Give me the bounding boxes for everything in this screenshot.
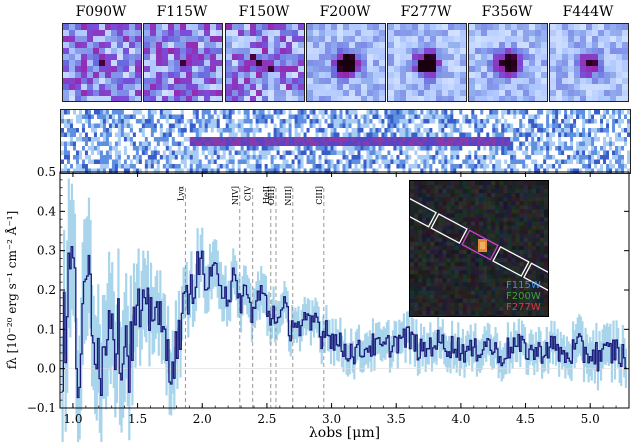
y-tick-label: 0.5	[37, 165, 56, 179]
slitlet	[410, 196, 437, 228]
filter-label-f115w: F115W	[156, 4, 208, 20]
slitlet	[523, 262, 548, 294]
emission-line-label: Lyα	[176, 185, 185, 201]
inset-legend-f277w: F277W	[506, 302, 541, 313]
2d-spectrum-image	[60, 109, 631, 174]
slitlet-outlines	[410, 196, 548, 294]
slitlet	[430, 213, 468, 245]
y-axis-label: fλ [10⁻²⁰ erg s⁻¹ cm⁻² Å⁻¹]	[4, 211, 19, 370]
stamp-f200w	[306, 23, 386, 102]
emission-line-label: OIII]	[267, 186, 276, 205]
filter-label-f444w: F444W	[562, 4, 614, 20]
y-tick-label: 0.1	[37, 322, 56, 336]
emission-line-label: NIII]	[284, 186, 293, 206]
x-tick-label: 4.5	[516, 412, 535, 426]
filter-label-f090w: F090W	[75, 4, 127, 20]
emission-line-label: HeII	[262, 186, 271, 204]
emission-line-label: NIV]	[231, 186, 240, 205]
x-tick-label: 4.0	[451, 412, 470, 426]
spectrum-line	[61, 246, 627, 399]
inset-canvas	[410, 181, 548, 316]
inset-legend-f115w: F115W	[506, 280, 541, 291]
x-tick-label: 1.5	[128, 412, 147, 426]
y-tick-label: 0.2	[37, 283, 56, 297]
slitlet	[492, 245, 530, 277]
stamp-f444w	[549, 23, 629, 102]
filter-label-f200w: F200W	[319, 4, 371, 20]
x-tick-label: 2.5	[257, 412, 276, 426]
x-tick-label: 1.0	[63, 412, 82, 426]
stamp-f090w	[62, 23, 142, 102]
filter-label-f150w: F150W	[238, 4, 290, 20]
inset-legend-f200w: F200W	[506, 291, 541, 302]
x-axis-label: λobs [μm]	[309, 425, 380, 441]
y-tick-label: −0.1	[27, 401, 56, 415]
slitlet	[461, 229, 499, 261]
x-tick-label: 3.5	[387, 412, 406, 426]
y-tick-label: 0.4	[37, 204, 56, 218]
stamp-f150w	[225, 23, 305, 102]
emission-line-label: CIV	[244, 186, 253, 201]
y-tick-label: 0.0	[37, 362, 56, 376]
2d-spectrum-canvas	[61, 110, 630, 173]
filter-label-f277w: F277W	[400, 4, 452, 20]
y-tick-label: 0.3	[37, 244, 56, 258]
color-cutout-inset: F115W F200W F277W	[409, 180, 549, 317]
x-tick-label: 5.0	[581, 412, 600, 426]
x-tick-label: 3.0	[322, 412, 341, 426]
stamp-f115w	[143, 23, 223, 102]
stamp-f356w	[468, 23, 548, 102]
filter-label-f356w: F356W	[481, 4, 533, 20]
emission-line-label: CIII]	[315, 186, 324, 205]
x-tick-label: 2.0	[193, 412, 212, 426]
stamp-f277w	[387, 23, 467, 102]
